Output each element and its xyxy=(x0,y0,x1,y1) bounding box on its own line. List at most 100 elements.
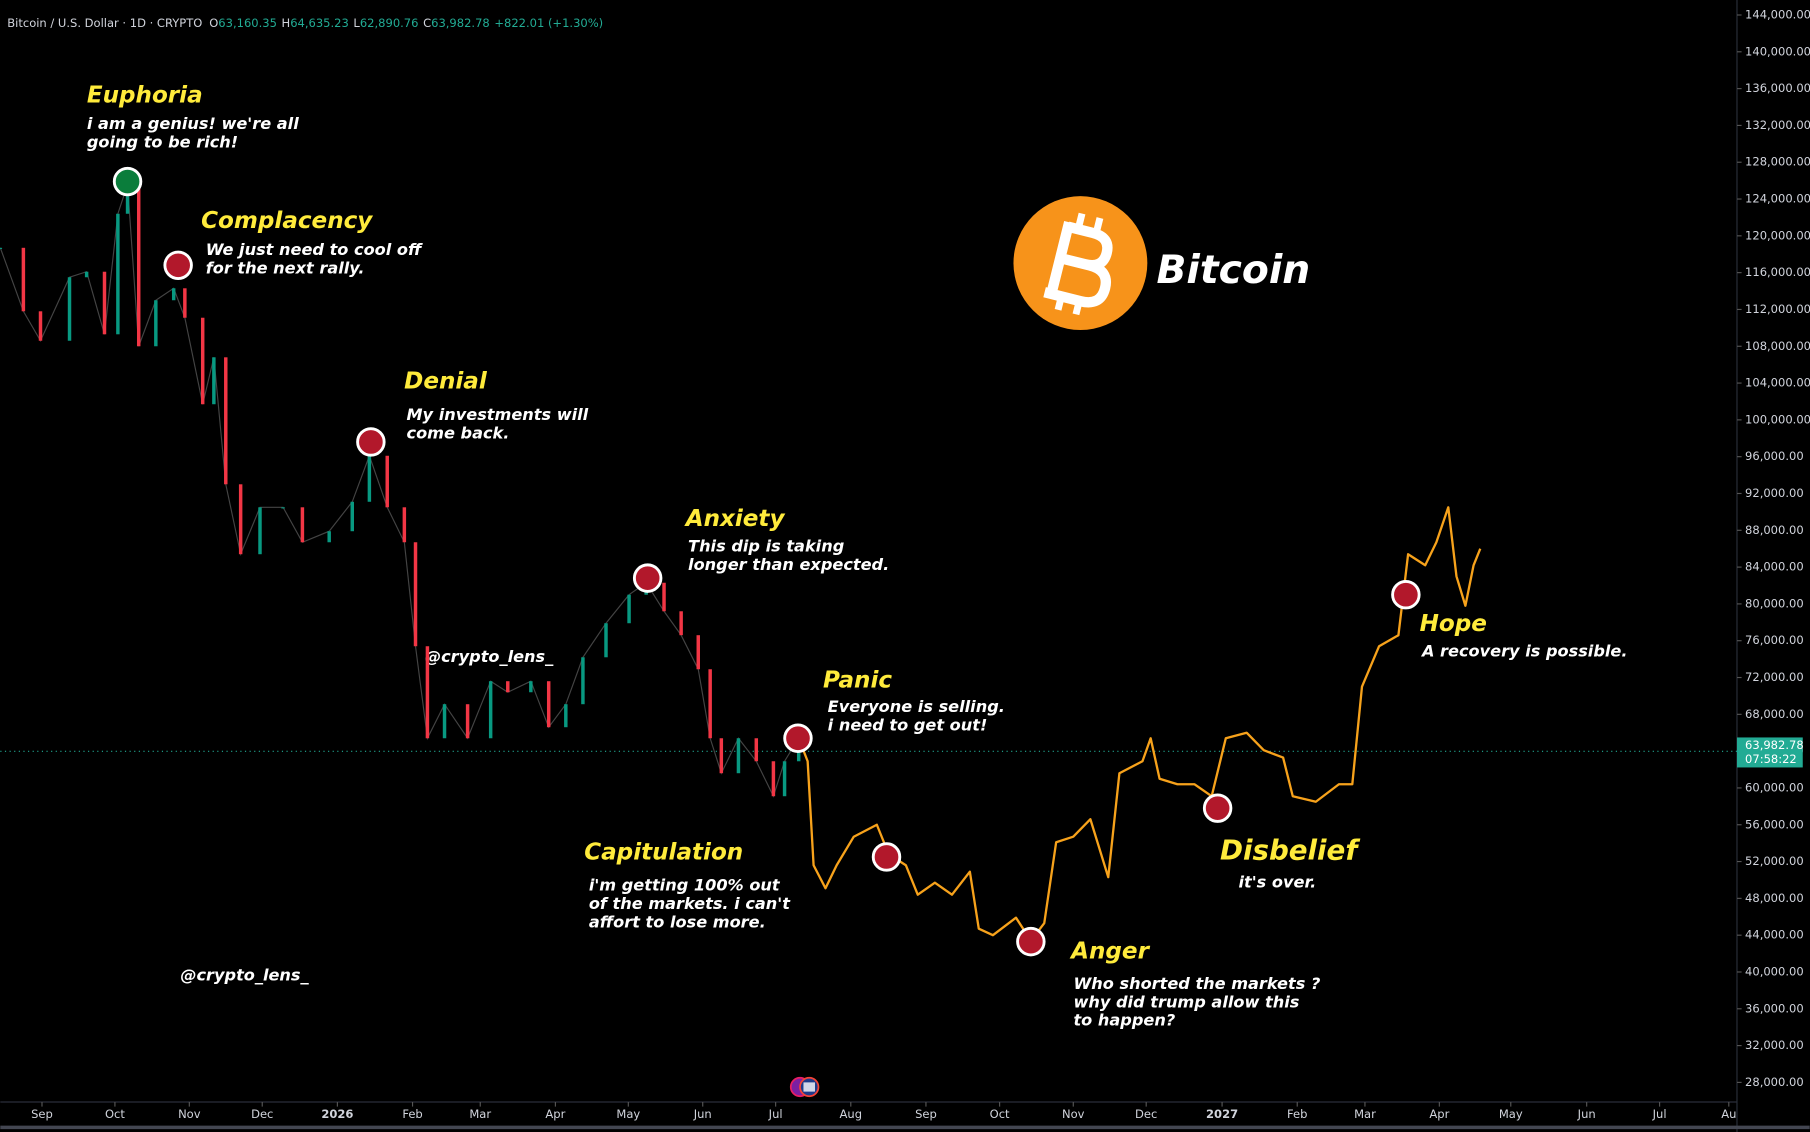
x-tick-label: Mar xyxy=(1354,1107,1376,1121)
candle xyxy=(300,507,305,543)
candle xyxy=(281,507,285,509)
candle xyxy=(183,288,187,318)
y-tick-label: 80,000.00 xyxy=(1745,596,1804,610)
y-tick-label: 116,000.00 xyxy=(1745,265,1810,279)
stage-text: My investments will xyxy=(407,405,589,424)
candle xyxy=(506,681,510,693)
candle xyxy=(488,681,493,739)
stage-text: This dip is taking xyxy=(688,536,845,555)
candle xyxy=(546,681,551,728)
x-tick-label: 2027 xyxy=(1206,1107,1238,1121)
x-tick-label: Nov xyxy=(178,1107,201,1121)
ohlc-value: 63,982.78 xyxy=(431,16,490,30)
y-tick-label: 140,000.00 xyxy=(1745,44,1810,58)
x-tick-label: Apr xyxy=(1429,1107,1449,1121)
stage-title: Denial xyxy=(404,368,488,394)
candle xyxy=(696,635,700,670)
y-tick-label: 56,000.00 xyxy=(1745,817,1804,831)
ohlc-value: 62,890.76 xyxy=(360,16,419,30)
x-tick-label: May xyxy=(616,1107,640,1121)
stage-marker xyxy=(356,427,386,457)
x-tick-label: Feb xyxy=(1287,1107,1307,1121)
x-tick-label: Mar xyxy=(469,1107,491,1121)
last-price-label: 63,982.78 xyxy=(1745,738,1804,752)
candle xyxy=(238,484,243,555)
candle xyxy=(0,247,3,249)
symbol: Bitcoin / U.S. Dollar · 1D · CRYPTO xyxy=(7,16,202,30)
candle xyxy=(367,455,372,502)
candle xyxy=(719,738,724,774)
x-tick-label: Aug xyxy=(840,1107,863,1121)
candle xyxy=(465,704,470,739)
stage-text: affort to lose more. xyxy=(589,913,766,932)
symbol-header: Bitcoin / U.S. Dollar · 1D · CRYPTO O63,1… xyxy=(7,16,603,30)
x-tick-label: Dec xyxy=(251,1107,273,1121)
candle xyxy=(224,357,228,485)
y-tick-label: 128,000.00 xyxy=(1745,155,1810,169)
stage-title: Disbelief xyxy=(1220,834,1360,867)
y-tick-label: 88,000.00 xyxy=(1745,523,1804,537)
x-tick-label: Oct xyxy=(990,1107,1010,1121)
stage-text: A recovery is possible. xyxy=(1420,641,1628,660)
y-tick-label: 108,000.00 xyxy=(1745,339,1810,353)
y-tick-label: 132,000.00 xyxy=(1745,118,1810,132)
stage-text: i need to get out! xyxy=(828,715,988,734)
y-tick-label: 76,000.00 xyxy=(1745,633,1804,647)
logo-text: Bitcoin xyxy=(1157,248,1311,293)
candle xyxy=(125,184,130,214)
stage-text: longer than expected. xyxy=(688,555,889,574)
x-tick-label: May xyxy=(1499,1107,1523,1121)
stage-marker xyxy=(1391,579,1421,610)
candle xyxy=(38,311,43,341)
candle xyxy=(564,704,568,728)
candle xyxy=(604,623,608,658)
x-tick-label: Jul xyxy=(1652,1107,1667,1121)
y-tick-label: 36,000.00 xyxy=(1745,1001,1804,1015)
candle xyxy=(171,288,176,301)
candle xyxy=(413,542,418,647)
x-tick-label: Jun xyxy=(693,1107,712,1121)
y-tick-label: 52,000.00 xyxy=(1745,854,1804,868)
ohlc-value: 63,160.35 xyxy=(218,16,277,30)
y-tick-label: 44,000.00 xyxy=(1745,928,1804,942)
stage-marker xyxy=(163,250,193,280)
candle xyxy=(84,271,89,278)
x-tick-label: Sep xyxy=(31,1107,53,1121)
ohlc-key: O xyxy=(209,16,218,30)
bitcoin-logo: Bitcoin xyxy=(1013,196,1311,331)
stage-title: Complacency xyxy=(201,208,373,234)
countdown-label: 07:58:22 xyxy=(1745,752,1797,766)
stage-title: Capitulation xyxy=(584,839,743,865)
candle xyxy=(402,507,407,543)
stage-text: going to be rich! xyxy=(87,133,238,152)
candle xyxy=(627,594,631,624)
candle xyxy=(385,455,389,508)
candle xyxy=(581,657,585,705)
x-tick-label: 2026 xyxy=(321,1107,353,1121)
y-tick-label: 100,000.00 xyxy=(1745,412,1810,426)
candle xyxy=(258,507,262,555)
watermark: @crypto_lens_ xyxy=(425,647,554,666)
candle xyxy=(136,184,141,347)
candle xyxy=(21,247,26,312)
candle xyxy=(212,357,216,405)
candle xyxy=(67,277,72,341)
stage-marker xyxy=(112,166,143,197)
y-tick-label: 112,000.00 xyxy=(1745,302,1810,316)
y-tick-label: 84,000.00 xyxy=(1745,560,1804,574)
candle xyxy=(754,738,759,762)
stage-text: to happen? xyxy=(1073,1011,1175,1030)
candle xyxy=(679,611,683,636)
stage-text: i'm getting 100% out xyxy=(589,876,781,895)
stage-text: We just need to cool off xyxy=(206,240,423,259)
stage-text: it's over. xyxy=(1238,872,1316,891)
y-tick-label: 120,000.00 xyxy=(1745,228,1810,242)
watermark: @crypto_lens_ xyxy=(180,966,309,985)
stage-marker xyxy=(871,842,902,872)
x-tick-label: Sep xyxy=(915,1107,937,1121)
stage-text: i am a genius! we're all xyxy=(87,114,299,133)
candle xyxy=(529,681,533,693)
x-tick-label: Oct xyxy=(105,1107,125,1121)
ohlc-key: C xyxy=(423,16,431,30)
